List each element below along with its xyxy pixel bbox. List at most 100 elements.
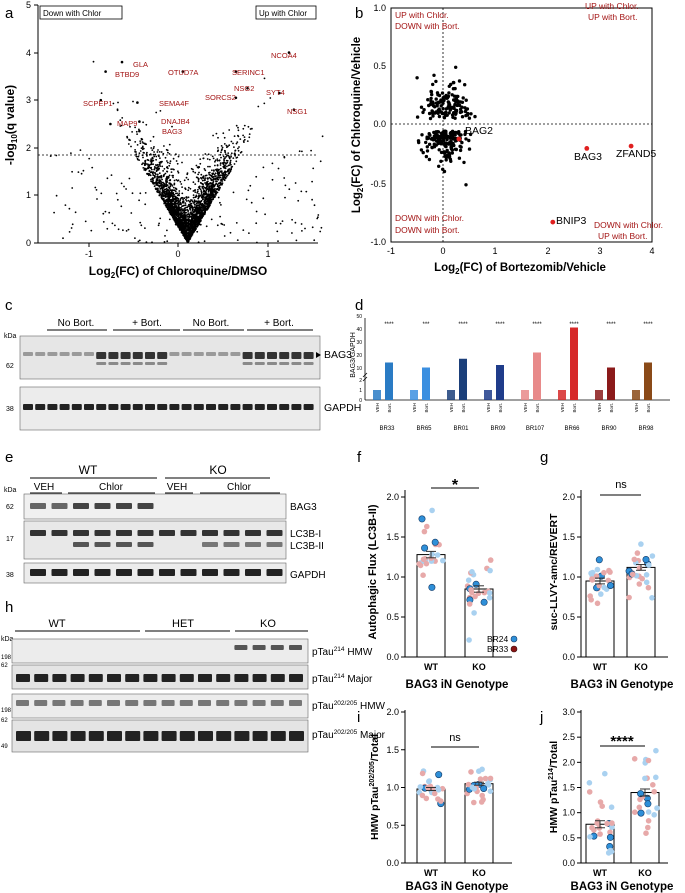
blot-h-band [52, 700, 66, 706]
volcano-point [159, 184, 162, 187]
volcano-point [152, 163, 155, 166]
volcano-point [153, 146, 155, 148]
scatter-b-point [453, 86, 457, 91]
scatter-b-point [464, 107, 469, 112]
blot-h-kda: kDa [1, 636, 14, 643]
volcano-point [187, 228, 190, 231]
volcano-point [209, 174, 212, 177]
volcano-point [184, 202, 187, 205]
blot-c-band [206, 352, 216, 356]
panel-a: a 0 1 2 3 4 5 -1 0 1 Down with Chlor Up … [3, 0, 324, 280]
bar-d-y-tick: 10 [356, 366, 362, 372]
volcano-x-tick: 1 [265, 249, 270, 259]
volcano-point [230, 155, 233, 158]
volcano-point [279, 222, 282, 225]
volcano-point [154, 164, 157, 166]
volcano-point [142, 121, 145, 124]
volcano-point [175, 205, 178, 208]
volcano-point [263, 77, 266, 80]
scatter-b-x-tick: 2 [545, 246, 550, 256]
data-point [478, 799, 485, 805]
blot-h-band [34, 674, 49, 682]
scatter-b-y-tick: -1.0 [370, 237, 386, 247]
volcano-point [213, 170, 215, 172]
scatter-b-point [454, 65, 458, 70]
blot-h-band [234, 700, 248, 706]
scatter-b-point [447, 101, 451, 105]
volcano-point [175, 188, 178, 190]
bar-d-sig: **** [606, 322, 616, 328]
quadrant-label: DOWN with Chlor. [594, 220, 663, 230]
volcano-point [194, 189, 197, 191]
volcano-point [223, 136, 226, 139]
data-point [606, 833, 614, 841]
volcano-point [245, 198, 248, 201]
volcano-point [180, 224, 183, 226]
scatter-b-point [453, 116, 457, 120]
bar-d-veh-bar [558, 390, 566, 400]
volcano-point [92, 60, 95, 63]
volcano-point [222, 165, 225, 168]
volcano-point [172, 174, 175, 177]
scatter-b-point [464, 137, 468, 141]
scatter-b-point [421, 110, 425, 115]
volcano-points [49, 51, 324, 244]
blot-e-bag3-strip [23, 493, 287, 520]
volcano-point [159, 217, 162, 220]
scatter-b-point [439, 159, 443, 163]
data-point [588, 597, 594, 603]
blot-h-band [252, 700, 266, 706]
blot-e-band [159, 530, 175, 536]
scatter-b-y-tick: 1.0 [373, 3, 386, 13]
bar-d-y-tick: 30 [356, 340, 362, 346]
volcano-point [190, 231, 193, 234]
data-point [486, 595, 493, 601]
volcano-point [312, 167, 315, 170]
volcano-point [102, 221, 105, 223]
data-point [609, 824, 615, 830]
scatter-b-point [469, 112, 473, 116]
blot-e-band [73, 569, 89, 576]
volcano-point [226, 159, 229, 162]
volcano-point [200, 194, 202, 197]
volcano-point [173, 218, 176, 221]
volcano-point [184, 234, 186, 237]
scatter-b-point [437, 138, 441, 142]
volcano-point [225, 170, 227, 173]
blot-e-band [245, 530, 261, 536]
volcano-point [317, 214, 320, 216]
j-sig: **** [610, 733, 634, 750]
data-point [586, 780, 593, 786]
volcano-point [216, 159, 219, 162]
volcano-point [204, 210, 206, 213]
volcano-point [144, 203, 147, 206]
blot-h-band [270, 731, 286, 741]
volcano-point [223, 171, 226, 174]
blot-h-band [125, 674, 140, 682]
bar-d-cond: VEH [560, 403, 565, 412]
volcano-point [212, 175, 215, 178]
volcano-point [294, 182, 297, 184]
volcano-point [155, 173, 157, 176]
data-point [654, 805, 660, 811]
volcano-point [212, 188, 215, 191]
volcano-point [175, 207, 178, 209]
j-plot [585, 747, 660, 864]
volcano-point [176, 213, 179, 216]
scatter-b-point [464, 98, 468, 102]
volcano-point [181, 230, 184, 233]
volcano-point [149, 171, 152, 174]
scatter-b-point [444, 96, 448, 100]
panel-letter-c: c [5, 297, 13, 314]
volcano-up-box [255, 5, 317, 20]
volcano-point [193, 210, 196, 212]
scatter-b-point [425, 149, 430, 153]
data-point [601, 569, 607, 576]
volcano-point [207, 165, 209, 168]
volcano-point [150, 160, 153, 163]
scatter-b-y-ticks: -1.0 -0.5 0.0 0.5 1.0 [370, 3, 386, 247]
volcano-point [239, 151, 242, 154]
volcano-point [225, 155, 228, 158]
scatter-b-point [440, 111, 444, 116]
volcano-point [62, 237, 64, 240]
